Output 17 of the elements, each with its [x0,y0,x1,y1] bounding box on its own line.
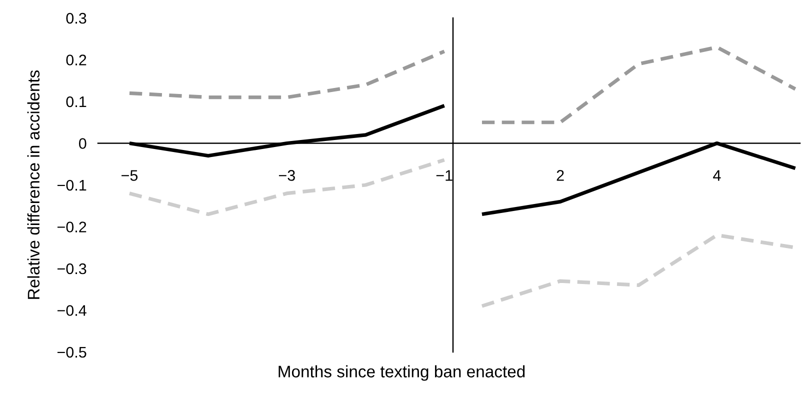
x-tick-label: −1 [436,170,452,181]
y-tick-label: 0.1 [66,96,86,108]
x-tick-label: 2 [556,170,564,181]
y-tick-label: 0.2 [66,54,86,66]
y-tick-label: −0.5 [57,346,86,358]
y-tick-label: −0.1 [57,180,86,191]
x-tick-label: −3 [278,170,295,181]
x-axis-title: Months since texting ban enacted [278,365,525,381]
y-tick-label: −0.2 [57,222,86,232]
x-tick-label: −5 [122,170,138,181]
y-tick-label: 0.3 [66,12,86,24]
x-tick-label: 4 [713,170,721,181]
y-tick-label: −0.4 [57,305,86,316]
line-series [128,50,446,100]
y-axis-title: Relative difference in accidents [27,70,40,299]
y-tick-label: −0.3 [57,263,86,274]
y-tick-label: 0 [78,138,86,149]
